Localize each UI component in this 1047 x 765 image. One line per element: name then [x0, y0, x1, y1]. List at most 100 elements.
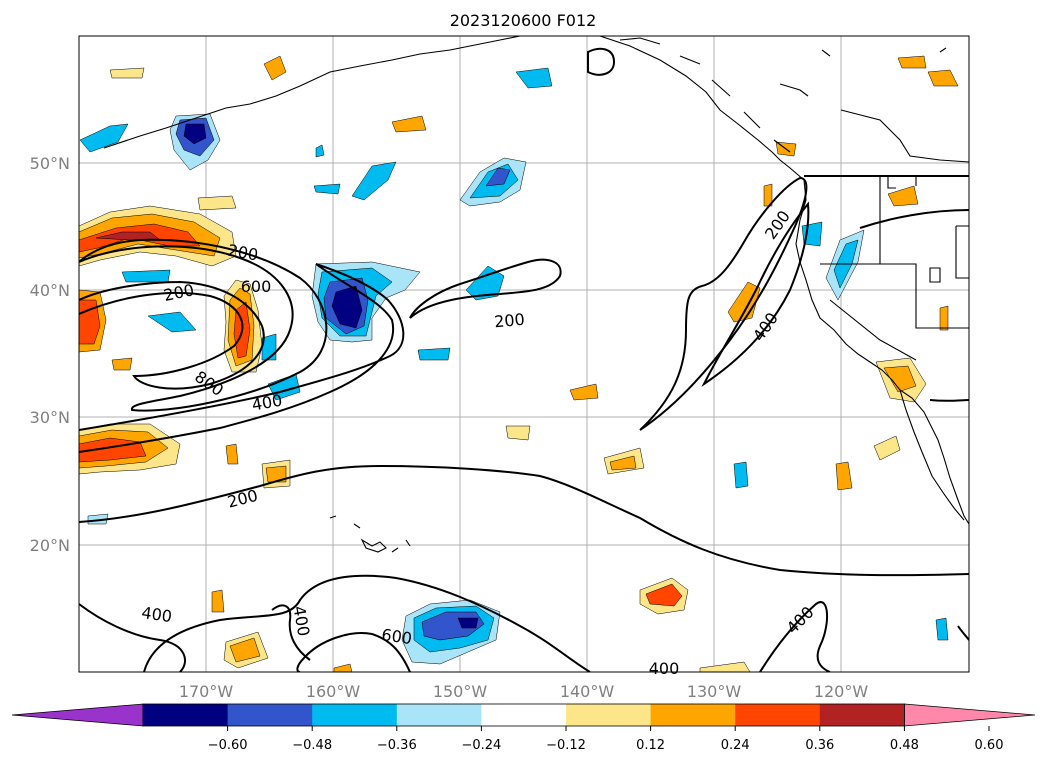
- map-panel: [78, 35, 970, 673]
- colorbar-tick-label: 0.60: [975, 738, 1004, 753]
- contour-line: [639, 176, 808, 431]
- colorbar-segment: [819, 704, 905, 726]
- lon-label: 130°W: [687, 682, 742, 701]
- colorbar-tick-label: −0.12: [546, 738, 586, 753]
- positive-anomaly-region: [229, 637, 261, 663]
- positive-anomaly-region: [109, 67, 145, 79]
- lat-label: 20°N: [30, 536, 70, 555]
- colorbar: −0.60 −0.48 −0.36 −0.24 −0.12 0.12 0.24 0.36 0.4…: [11, 703, 1036, 753]
- positive-anomaly-region: [197, 195, 237, 211]
- colorbar-segments: [11, 703, 1036, 727]
- negative-anomaly-region: [935, 617, 949, 641]
- colorbar-extend-high: [904, 703, 1036, 727]
- map-frame: [78, 35, 970, 673]
- contour-line: [759, 601, 831, 672]
- positive-anomaly-region: [939, 305, 949, 331]
- colorbar-ticks: −0.60 −0.48 −0.36 −0.24 −0.12 0.12 0.24 0.36 0.4…: [208, 726, 1004, 753]
- state-boundary: [929, 267, 941, 283]
- colorbar-segment: [396, 704, 482, 726]
- contour-line: [296, 632, 411, 672]
- positive-anomaly-region: [887, 185, 919, 207]
- coastline-alaska: [599, 36, 805, 181]
- lon-label: 160°W: [306, 682, 361, 701]
- positive-anomaly-region: [111, 357, 133, 371]
- contour-label: 200: [493, 310, 525, 332]
- positive-anomaly-region: [95, 231, 161, 241]
- negative-anomaly-region: [515, 67, 553, 89]
- negative-anomaly-region: [331, 285, 363, 329]
- hawaii-islands: [329, 515, 411, 553]
- colorbar-tick-label: 0.12: [636, 738, 665, 753]
- colorbar-tick-label: −0.36: [377, 738, 417, 753]
- colorbar-segment: [143, 704, 229, 726]
- contour-line: [79, 464, 969, 577]
- contour-line: [79, 280, 265, 390]
- positive-anomaly-region: [897, 55, 927, 69]
- colorbar-segment: [227, 704, 313, 726]
- negative-anomaly-region: [183, 123, 207, 145]
- positive-anomaly-region: [211, 589, 225, 613]
- positive-anomaly-region: [225, 443, 239, 465]
- lat-label: 50°N: [30, 154, 70, 173]
- state-boundary: [840, 109, 969, 163]
- graticule: [79, 36, 969, 672]
- positive-anomaly-region: [883, 365, 917, 393]
- colorbar-segment: [650, 704, 736, 726]
- coastline-fragments: [779, 47, 947, 97]
- contour-line: [79, 263, 405, 453]
- positive-anomaly-region: [927, 69, 959, 87]
- colorbar-tick-label: 0.48: [890, 738, 919, 753]
- contour-line: [409, 258, 562, 319]
- positive-anomaly-region: [873, 435, 901, 461]
- coastlines: [103, 36, 969, 553]
- colorbar-tick-label: −0.60: [208, 738, 248, 753]
- latitude-labels: 50°N 40°N 30°N 20°N: [30, 154, 70, 555]
- positive-anomaly-region: [265, 465, 287, 483]
- lon-label: 140°W: [560, 682, 615, 701]
- colorbar-tick-label: −0.48: [292, 738, 332, 753]
- positive-anomaly-region: [505, 425, 531, 441]
- positive-anomaly-region: [699, 661, 751, 672]
- positive-anomaly-region: [333, 663, 353, 672]
- map-title: 2023120600 F012: [450, 11, 597, 30]
- negative-anomaly-region: [261, 333, 277, 361]
- contour-line: [143, 574, 591, 672]
- colorbar-outline: [142, 703, 905, 727]
- negative-anomaly-region: [733, 461, 749, 489]
- contour-label: 600: [380, 625, 413, 648]
- colorbar-extend-low: [11, 703, 144, 727]
- colorbar-segment: [735, 704, 821, 726]
- positive-anomaly-region: [609, 455, 637, 471]
- state-boundary: [887, 176, 917, 189]
- coastline-baja: [899, 389, 965, 521]
- positive-anomaly-region: [763, 183, 773, 207]
- negative-anomaly-region: [351, 161, 397, 201]
- coastline-aleutians: [103, 36, 521, 149]
- contour-line: [701, 201, 810, 387]
- contour-label: 400: [649, 659, 680, 678]
- negative-anomaly-region: [79, 123, 129, 153]
- contour-line: [79, 603, 186, 672]
- contour-label: 600: [241, 277, 272, 296]
- contour-line: [271, 604, 311, 661]
- colorbar-segment: [566, 704, 652, 726]
- lat-label: 30°N: [30, 408, 70, 427]
- contour-line: [79, 238, 328, 412]
- state-boundary: [955, 225, 969, 279]
- state-boundary: [880, 263, 969, 329]
- contour-line: [929, 399, 969, 402]
- contour-lines: [79, 47, 969, 672]
- contour-line: [957, 625, 969, 641]
- contour-label: 400: [140, 603, 173, 626]
- state-boundary: [808, 175, 881, 265]
- negative-anomaly-region: [315, 144, 325, 158]
- coastline-west-coast: [795, 179, 969, 525]
- colorbar-tick-label: 0.36: [805, 738, 834, 753]
- negative-anomaly-region: [457, 617, 479, 629]
- coastline-alaska-inland: [619, 37, 791, 153]
- contour-line: [587, 47, 616, 76]
- negative-anomaly-region: [147, 311, 197, 333]
- colorbar-tick-label: −0.24: [461, 738, 501, 753]
- positive-anomaly-region: [569, 383, 599, 401]
